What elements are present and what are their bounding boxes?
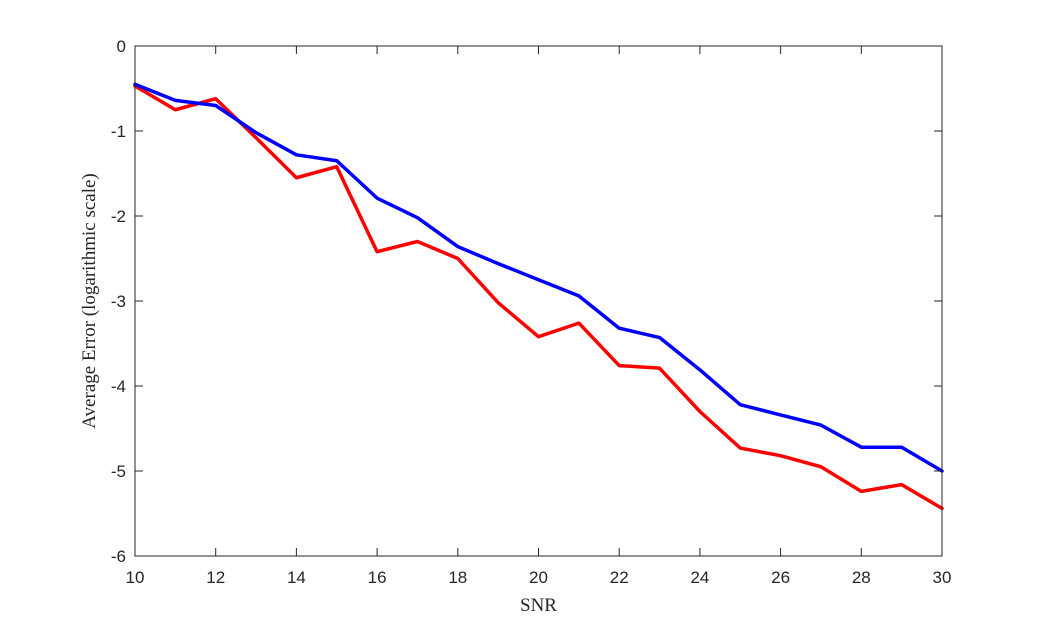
y-axis: 0 -1 -2 -3 -4 -5 -6 [111, 37, 942, 566]
plot-background [135, 46, 942, 556]
x-axis: 10 12 14 16 18 20 22 24 26 28 30 [126, 46, 952, 587]
x-tick-label: 20 [529, 568, 548, 587]
x-tick-label: 28 [852, 568, 871, 587]
x-tick-label: 24 [690, 568, 709, 587]
x-tick-label: 30 [933, 568, 952, 587]
series-line-2 [133, 82, 944, 473]
y-axis-title: Average Error (logarithmic scale) [79, 173, 100, 429]
x-tick-label: 16 [368, 568, 387, 587]
series-line-1 [133, 84, 944, 511]
y-tick-label: -1 [111, 122, 126, 141]
x-tick-label: 26 [771, 568, 790, 587]
y-tick-label: -2 [111, 207, 126, 226]
x-tick-label: 22 [610, 568, 629, 587]
x-tick-label: 10 [126, 568, 145, 587]
y-tick-label: -5 [111, 462, 126, 481]
x-axis-title: SNR [520, 595, 557, 616]
y-tick-label: 0 [117, 37, 126, 56]
y-tick-label: -6 [111, 547, 126, 566]
x-tick-label: 18 [448, 568, 467, 587]
y-tick-label: -4 [111, 377, 126, 396]
y-tick-label: -3 [111, 292, 126, 311]
series-layer [133, 82, 944, 511]
x-tick-label: 12 [206, 568, 225, 587]
x-tick-label: 14 [287, 568, 306, 587]
